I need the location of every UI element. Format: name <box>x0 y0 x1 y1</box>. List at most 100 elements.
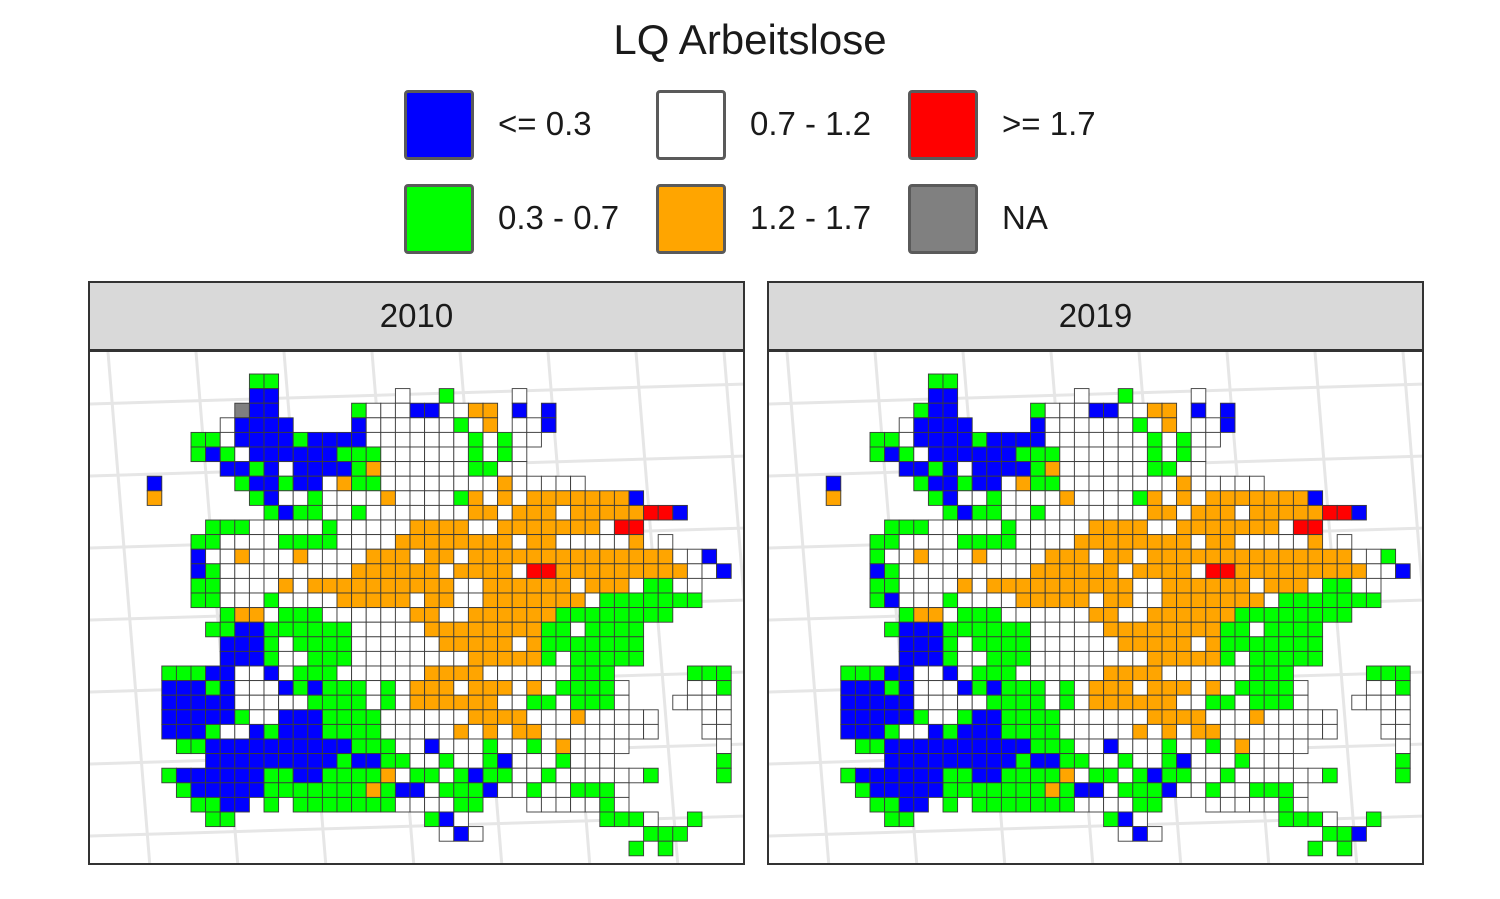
map-tile <box>219 431 236 448</box>
map-tile <box>409 592 426 609</box>
map-tile <box>927 548 944 565</box>
map-tile <box>1234 665 1251 682</box>
map-tile <box>1030 767 1046 784</box>
map-tile <box>1015 767 1032 784</box>
map-tile <box>248 373 265 390</box>
map-tile <box>1059 461 1075 477</box>
map-tile <box>643 723 659 740</box>
map-tile <box>613 563 630 579</box>
map-tile <box>219 636 236 652</box>
map-tile <box>1307 621 1324 638</box>
map-tile <box>825 475 842 492</box>
map-tile <box>1059 709 1075 725</box>
map-tile <box>884 694 900 711</box>
map-tile <box>497 650 513 667</box>
map-tile <box>409 621 426 638</box>
map-tile <box>409 796 426 813</box>
map-tile <box>1307 709 1324 725</box>
map-tile <box>957 592 973 609</box>
map-tile <box>1059 694 1075 711</box>
map-tile <box>1263 738 1280 755</box>
map-tile <box>219 548 236 565</box>
map-tile <box>1146 753 1163 769</box>
map-tile <box>1000 723 1017 740</box>
map-tile <box>1044 475 1061 492</box>
map-tile <box>1073 388 1090 404</box>
map-tile <box>526 636 542 652</box>
map-tile <box>365 402 382 419</box>
map-tile <box>913 723 929 740</box>
map-tile <box>438 504 455 521</box>
map-tile <box>1176 607 1192 623</box>
map-tile <box>248 534 265 550</box>
map-tile <box>394 694 411 711</box>
map-tile <box>1000 592 1017 609</box>
map-tile <box>336 680 353 696</box>
map-tile <box>1117 607 1134 623</box>
map-tile <box>497 548 513 565</box>
map-tile <box>1176 621 1192 638</box>
map-tile <box>1278 563 1294 579</box>
map-tile <box>957 461 973 477</box>
map-tile <box>1117 796 1134 813</box>
map-tile <box>1249 548 1265 565</box>
map-tile <box>884 723 900 740</box>
map-tile <box>1234 621 1251 638</box>
map-tile <box>526 796 542 813</box>
map-tile <box>1205 563 1221 579</box>
map-tile <box>643 607 659 623</box>
map-tile <box>1044 446 1061 463</box>
map-tile <box>1132 782 1148 798</box>
map-tile <box>986 446 1002 463</box>
legend-label: 0.7 - 1.2 <box>750 105 872 142</box>
map-tile <box>219 519 236 536</box>
map-tile <box>321 694 338 711</box>
map-tile <box>986 723 1002 740</box>
map-tile <box>248 417 265 433</box>
map-tile <box>957 723 973 740</box>
map-tile <box>1278 811 1294 828</box>
map-tile <box>219 767 236 784</box>
map-tile <box>643 504 659 521</box>
map-tile <box>1117 548 1134 565</box>
map-tile <box>205 548 221 565</box>
facet-strip: 2010 <box>88 281 745 351</box>
map-tile <box>205 767 221 784</box>
map-tile <box>1161 548 1178 565</box>
map-tile <box>1059 402 1075 419</box>
map-tile <box>190 592 207 609</box>
map-tile <box>380 534 396 550</box>
map-tile <box>1132 563 1148 579</box>
map-tile <box>1000 519 1017 536</box>
map-tile <box>599 723 615 740</box>
facet-panel-2019: 2019 <box>767 281 1424 865</box>
map-tile <box>599 709 615 725</box>
map-tile <box>1146 709 1163 725</box>
map-tile <box>913 665 929 682</box>
map-tile <box>927 563 944 579</box>
map-tile <box>482 782 499 798</box>
map-tile <box>365 665 382 682</box>
map-tile <box>1161 563 1178 579</box>
map-tile <box>321 592 338 609</box>
map-tile <box>1336 577 1353 594</box>
map-tile <box>840 665 856 682</box>
map-tile <box>497 592 513 609</box>
map-tile <box>1292 534 1309 550</box>
map-tile <box>467 534 484 550</box>
map-tile <box>365 563 382 579</box>
map-tile <box>248 446 265 463</box>
map-tile <box>1219 402 1236 419</box>
map-tile <box>540 723 557 740</box>
map-tile <box>380 417 396 433</box>
map-tile <box>1073 519 1090 536</box>
map-tile <box>1000 461 1017 477</box>
map-tile <box>1176 563 1192 579</box>
map-tile <box>1088 504 1105 521</box>
map-tile <box>1044 504 1061 521</box>
map-tile <box>1205 753 1221 769</box>
map-tile <box>1365 592 1382 609</box>
map-tile <box>1044 431 1061 448</box>
map-tile <box>1190 607 1207 623</box>
map-tile <box>1380 694 1397 711</box>
